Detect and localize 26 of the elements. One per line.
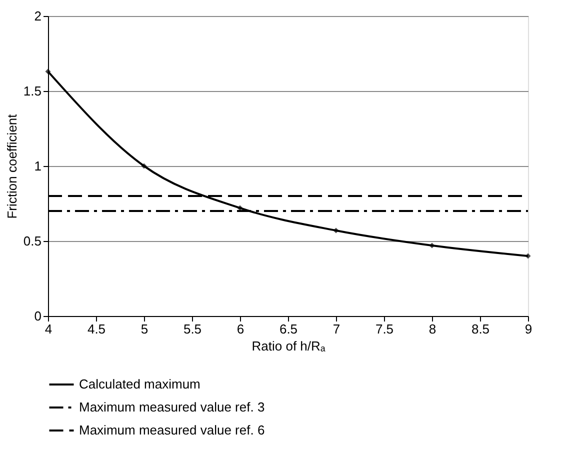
legend-label: Calculated maximum <box>79 376 200 392</box>
x-tick-label: 8 <box>428 322 436 336</box>
y-tick-label: 0 <box>34 308 42 324</box>
x-axis-title: Ratio of h/Rₐ <box>252 338 326 354</box>
point <box>141 163 147 169</box>
x-tick-label: 7.5 <box>375 322 394 336</box>
x-tick-label: 7 <box>332 322 340 336</box>
x-tick-label: 9 <box>524 322 532 336</box>
legend-label: Maximum measured value ref. 6 <box>79 422 265 438</box>
y-axis-title: Friction coefficient <box>4 114 20 219</box>
point <box>45 68 51 74</box>
point <box>429 242 435 248</box>
x-tick-label: 5 <box>140 322 148 336</box>
legend-label: Maximum measured value ref. 3 <box>79 400 265 414</box>
y-tick-label: 0.5 <box>23 234 42 248</box>
y-tick-label: 1 <box>34 158 42 174</box>
y-tick-label: 2 <box>34 8 42 24</box>
x-tick-label: 6.5 <box>279 322 298 336</box>
x-tick-label: 5.5 <box>183 322 202 336</box>
y-tick-label: 1.5 <box>23 84 42 98</box>
point <box>525 253 531 259</box>
x-tick-label: 8.5 <box>471 322 490 336</box>
x-tick-label: 6 <box>236 322 244 336</box>
x-tick-label: 4 <box>44 322 52 336</box>
point <box>333 228 339 234</box>
x-tick-label: 4.5 <box>87 322 106 336</box>
